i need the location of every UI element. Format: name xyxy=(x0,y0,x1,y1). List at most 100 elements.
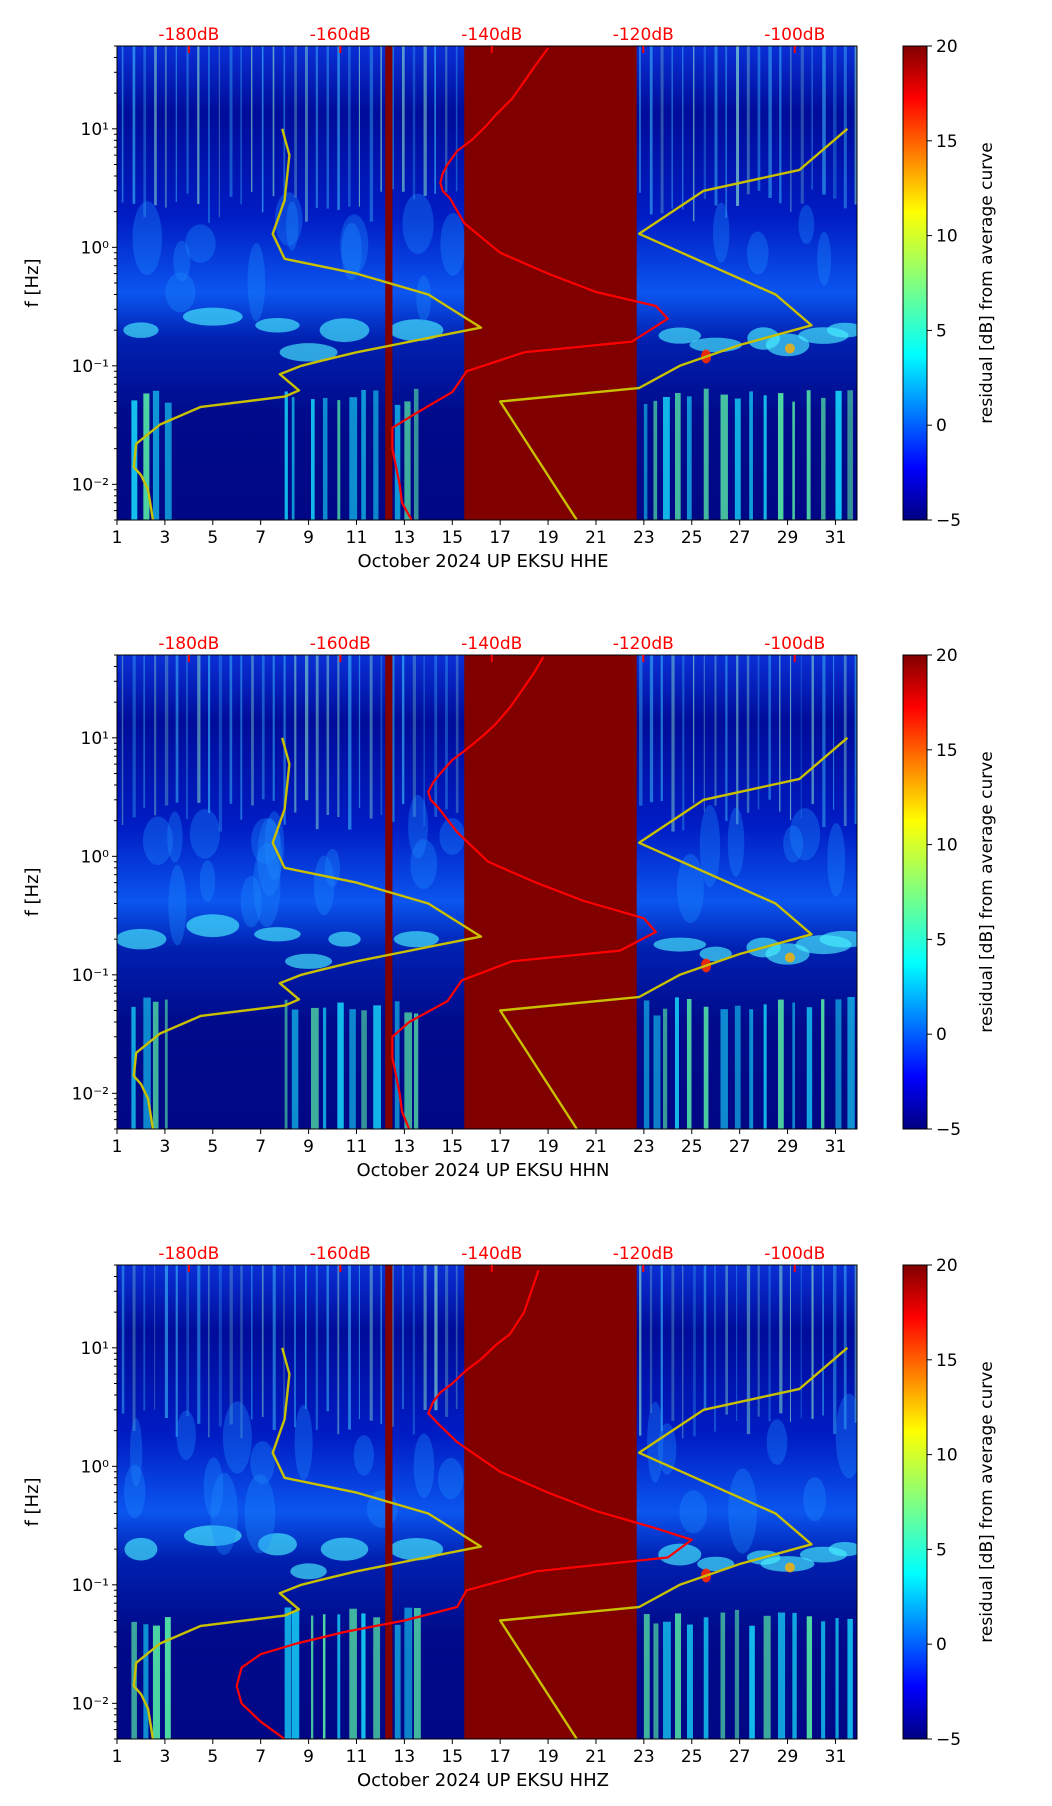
x-tick-label: 5 xyxy=(207,1747,218,1767)
high-band-streak xyxy=(304,655,309,801)
x-tick-label: 21 xyxy=(585,1747,607,1767)
high-band-streak xyxy=(671,655,675,832)
diffuse-glow xyxy=(699,804,721,888)
x-tick-label: 23 xyxy=(633,1137,655,1157)
x-axis-label: October 2024 UP EKSU HHN xyxy=(356,1160,609,1181)
diffuse-glow xyxy=(189,809,221,859)
low-band-streak xyxy=(394,1001,400,1129)
y-tick-label: 10⁻¹ xyxy=(72,1576,109,1596)
x-tick-label: 25 xyxy=(681,1137,703,1157)
high-band-streak xyxy=(682,46,684,210)
low-band-streak xyxy=(792,401,795,520)
low-band-streak xyxy=(674,997,679,1129)
low-band-streak xyxy=(291,1611,300,1739)
high-band-streak xyxy=(822,1265,824,1416)
low-band-streak xyxy=(404,1012,413,1129)
colorbar: −5 0 5 10 15 20 residual [dB] from average cur… xyxy=(902,1256,997,1750)
high-band-streak xyxy=(843,1265,847,1430)
high-band-streak xyxy=(434,655,438,817)
high-band-streak xyxy=(208,1265,210,1438)
low-band-streak xyxy=(847,1618,853,1739)
yellow_curve_right xyxy=(499,736,849,1129)
high-band-streak xyxy=(391,46,395,190)
x-tick-label: 29 xyxy=(777,1137,799,1157)
high-band-streak xyxy=(779,1265,783,1414)
high-band-streak xyxy=(736,1265,738,1422)
y-tick-label: 10⁻² xyxy=(72,1694,109,1714)
high-band-streak xyxy=(412,1265,415,1435)
high-band-streak xyxy=(121,655,124,826)
y-tick-label: 10⁻¹ xyxy=(72,966,109,986)
low-band-streak xyxy=(777,393,784,520)
diffuse-glow xyxy=(210,1472,238,1556)
colorbar-tick-label: −5 xyxy=(936,511,961,531)
diffuse-glow xyxy=(410,839,438,890)
high-band-streak xyxy=(197,46,200,205)
low-band-streak xyxy=(686,998,692,1129)
low-band-streak xyxy=(821,1621,826,1739)
high-band-streak xyxy=(154,46,157,206)
high-band-streak xyxy=(768,46,772,198)
red_curve xyxy=(391,47,669,520)
high-band-streak xyxy=(789,655,792,821)
low-band-streak xyxy=(663,396,670,520)
high-band-streak xyxy=(154,1265,156,1410)
low-band-streak xyxy=(703,1617,709,1739)
microseism-blob xyxy=(290,1563,327,1580)
hot-spot xyxy=(784,952,795,963)
diffuse-glow xyxy=(203,1457,224,1518)
low-band-streak xyxy=(806,390,811,520)
microseism-blob xyxy=(186,914,240,938)
low-band-streak xyxy=(806,1007,813,1129)
microseism-blob xyxy=(819,930,857,948)
spectrogram-area xyxy=(117,655,857,1129)
db-tick-label: -100dB xyxy=(764,25,825,45)
microseism-blob xyxy=(697,1556,735,1572)
high-band-streak xyxy=(337,46,340,210)
high-band-streak xyxy=(326,46,329,209)
high-band-streak xyxy=(208,655,211,813)
microseism-blob xyxy=(328,931,361,947)
low-band-streak xyxy=(749,391,753,520)
high-band-streak xyxy=(186,1265,189,1416)
x-tick-label: 17 xyxy=(489,1137,511,1157)
low-band-streak xyxy=(777,1612,786,1739)
low-band-streak xyxy=(749,1625,755,1739)
low-band-streak xyxy=(349,397,358,520)
high-band-streak xyxy=(369,46,374,222)
diffuse-glow xyxy=(679,1490,708,1534)
colorbar-tick-label: 0 xyxy=(936,1635,947,1655)
low-band-streak xyxy=(413,1013,419,1129)
low-band-streak xyxy=(847,390,853,520)
yellow_curve_right xyxy=(499,127,849,520)
high-band-streak xyxy=(789,46,792,212)
x-tick-label: 21 xyxy=(585,1137,607,1157)
x-tick-label: 11 xyxy=(346,1137,368,1157)
high-band-streak xyxy=(789,1265,791,1422)
high-band-streak xyxy=(649,46,653,215)
high-band-streak xyxy=(639,1265,642,1436)
high-band-streak xyxy=(757,1265,760,1417)
high-band-streak xyxy=(811,46,813,190)
diffuse-glow xyxy=(440,212,466,276)
x-tick-label: 17 xyxy=(489,1747,511,1767)
diffuse-glow xyxy=(676,853,704,923)
low-band-streak xyxy=(663,1621,671,1739)
microseism-blob xyxy=(279,343,338,362)
low-band-streak xyxy=(361,1010,367,1129)
high-band-streak xyxy=(423,46,427,196)
low-band-streak xyxy=(284,999,288,1129)
high-band-streak xyxy=(391,1265,394,1427)
diffuse-glow xyxy=(124,1464,146,1519)
high-band-streak xyxy=(757,46,761,191)
db-tick-label: -180dB xyxy=(158,1244,219,1264)
diffuse-glow xyxy=(173,240,191,282)
diffuse-glow xyxy=(416,275,432,322)
high-band-streak xyxy=(779,655,781,812)
x-tick-label: 7 xyxy=(255,1137,266,1157)
spectrogram-area xyxy=(117,1265,857,1739)
microseism-blob xyxy=(826,322,857,338)
x-tick-label: 27 xyxy=(729,528,751,548)
